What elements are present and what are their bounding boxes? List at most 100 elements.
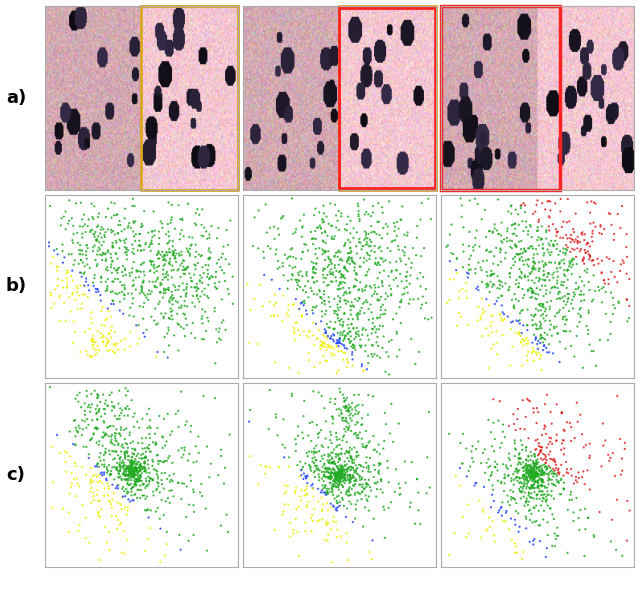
Point	[529, 449, 539, 459]
Point	[58, 258, 68, 268]
Point	[317, 481, 328, 490]
Point	[120, 491, 131, 501]
Point	[107, 446, 117, 456]
Point	[511, 205, 521, 215]
Point	[125, 467, 136, 476]
Point	[160, 309, 170, 318]
Point	[549, 469, 559, 479]
Point	[528, 469, 538, 478]
Point	[95, 496, 105, 506]
Point	[443, 241, 453, 250]
Point	[127, 467, 138, 477]
Point	[216, 253, 227, 262]
Point	[307, 484, 317, 493]
Point	[164, 298, 175, 308]
Point	[253, 244, 264, 253]
Point	[518, 396, 528, 405]
Point	[152, 450, 162, 460]
Point	[184, 268, 195, 278]
Point	[325, 257, 335, 267]
Point	[337, 271, 348, 281]
Point	[128, 194, 138, 204]
Point	[561, 457, 572, 467]
Point	[585, 242, 595, 251]
Point	[528, 265, 538, 274]
Point	[539, 494, 549, 504]
Point	[507, 236, 517, 245]
Point	[135, 289, 145, 298]
Point	[184, 251, 195, 260]
Point	[130, 445, 140, 455]
Point	[347, 405, 357, 414]
Point	[253, 206, 264, 215]
Point	[337, 471, 347, 481]
Point	[420, 284, 431, 294]
Point	[575, 247, 585, 256]
Point	[392, 327, 402, 336]
Point	[154, 482, 164, 491]
Point	[134, 236, 145, 245]
Point	[357, 487, 367, 497]
Point	[326, 472, 337, 481]
Point	[353, 312, 363, 322]
Point	[550, 529, 560, 538]
Point	[183, 456, 193, 466]
Point	[340, 470, 350, 479]
Point	[335, 477, 346, 487]
Point	[344, 447, 355, 457]
Point	[534, 276, 544, 286]
Point	[534, 449, 544, 459]
Point	[346, 327, 356, 336]
Point	[62, 277, 72, 287]
Point	[483, 330, 493, 340]
Point	[136, 476, 147, 486]
Point	[124, 405, 134, 414]
Point	[67, 266, 77, 276]
Point	[168, 280, 179, 290]
Point	[540, 275, 550, 285]
Point	[488, 259, 499, 268]
Point	[489, 280, 499, 290]
Point	[127, 487, 137, 496]
Point	[553, 329, 563, 338]
Point	[202, 265, 212, 275]
Point	[531, 265, 541, 274]
Point	[527, 232, 537, 242]
Point	[548, 514, 559, 524]
Point	[344, 406, 354, 415]
Point	[523, 244, 533, 253]
Point	[92, 393, 102, 403]
Point	[525, 468, 535, 478]
Point	[137, 434, 147, 443]
Point	[102, 304, 113, 314]
Point	[509, 303, 520, 313]
Point	[287, 271, 298, 280]
Point	[129, 218, 139, 228]
Point	[328, 336, 339, 346]
Point	[498, 459, 508, 469]
Point	[523, 466, 533, 475]
Point	[301, 473, 311, 482]
Point	[372, 273, 383, 283]
Point	[565, 418, 575, 428]
Point	[328, 480, 339, 490]
Point	[108, 242, 118, 252]
Point	[140, 239, 150, 249]
Point	[573, 284, 583, 294]
Point	[108, 439, 118, 449]
Point	[153, 473, 163, 483]
Point	[176, 250, 186, 260]
Point	[95, 229, 106, 238]
Point	[379, 266, 389, 276]
Point	[472, 315, 483, 325]
Point	[193, 432, 204, 441]
Point	[585, 219, 595, 229]
Point	[486, 270, 497, 279]
Point	[339, 402, 349, 411]
Point	[184, 232, 195, 242]
Point	[339, 393, 349, 403]
Point	[522, 394, 532, 404]
Point	[355, 277, 365, 287]
Point	[586, 197, 596, 206]
Point	[125, 327, 136, 337]
